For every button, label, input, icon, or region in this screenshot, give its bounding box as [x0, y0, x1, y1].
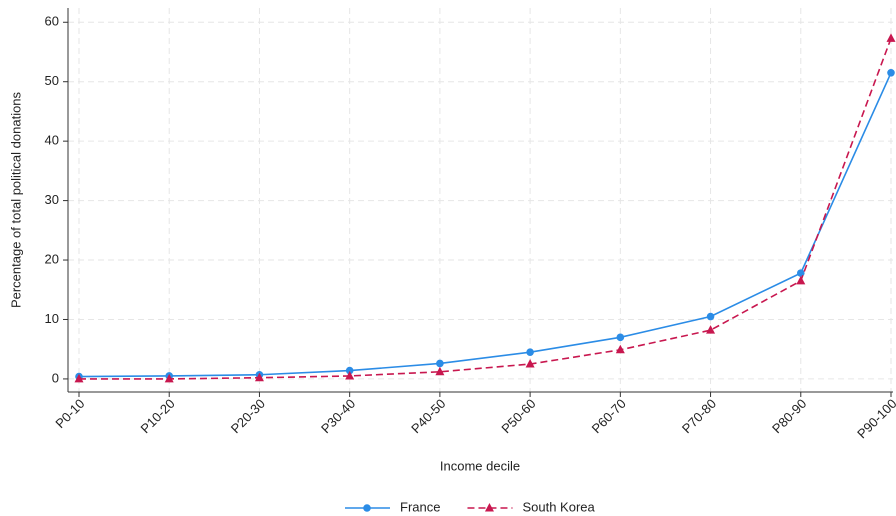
series-line: [78, 72, 892, 378]
data-point: [706, 312, 715, 321]
data-point: [164, 373, 174, 383]
data-point: [254, 372, 264, 382]
data-point: [435, 366, 445, 376]
legend-label: South Korea: [522, 499, 595, 514]
data-point: [436, 359, 444, 368]
y-tick-label: 50: [45, 73, 59, 88]
data-point: [886, 33, 896, 42]
data-point: [525, 359, 535, 368]
x-tick-label: P50-60: [498, 396, 538, 436]
y-tick-label: 10: [45, 311, 59, 326]
y-tick-label: 60: [45, 14, 59, 29]
data-point: [345, 370, 355, 380]
x-tick-label: P70-80: [679, 396, 719, 436]
x-tick-label: P10-20: [138, 396, 178, 436]
data-point: [74, 373, 84, 383]
legend-marker: [363, 504, 371, 512]
data-point: [345, 366, 354, 375]
x-tick-label: P30-40: [318, 396, 358, 436]
legend-label: France: [400, 499, 440, 514]
data-point: [526, 348, 534, 356]
data-point: [706, 325, 716, 334]
series-line: [79, 38, 892, 380]
y-axis-title: Percentage of total political donations: [8, 91, 23, 308]
y-tick-label: 20: [45, 251, 59, 266]
x-axis-title: Income decile: [440, 458, 520, 473]
x-tick-label: P40-50: [408, 396, 448, 436]
y-tick-label: 40: [45, 133, 59, 148]
data-point: [616, 333, 625, 342]
x-tick-label: P0-10: [52, 396, 87, 431]
data-point: [615, 344, 625, 354]
y-tick-label: 30: [45, 192, 59, 207]
x-tick-label: P80-90: [769, 396, 809, 436]
data-point: [796, 275, 806, 285]
data-point: [796, 269, 805, 277]
legend-marker: [484, 503, 494, 512]
data-point: [887, 68, 895, 77]
x-tick-label: P20-30: [228, 396, 268, 436]
x-tick-label: P90-100: [854, 396, 896, 441]
y-tick-label: 0: [52, 370, 59, 385]
x-tick-label: P60-70: [589, 396, 629, 436]
